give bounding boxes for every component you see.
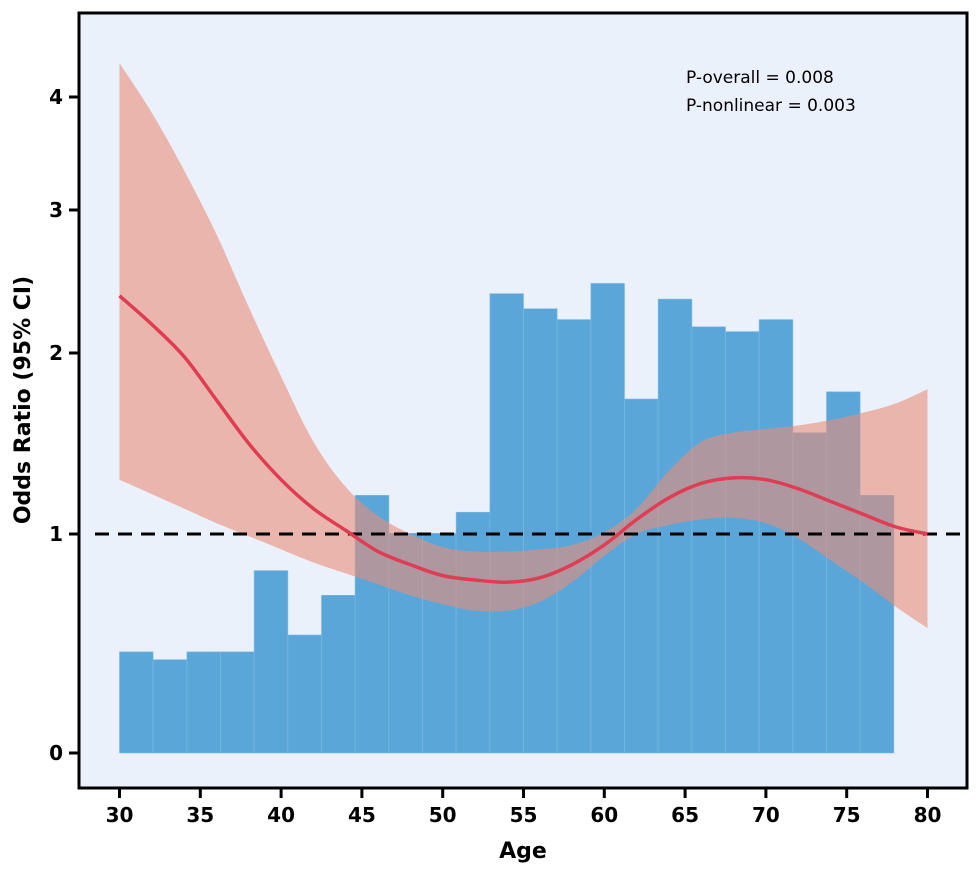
x-tick-label: 80 bbox=[914, 803, 942, 827]
x-tick-label: 70 bbox=[752, 803, 780, 827]
histogram-bar bbox=[152, 659, 188, 754]
x-tick-label: 30 bbox=[106, 803, 134, 827]
y-tick-label: 1 bbox=[49, 522, 63, 546]
x-tick-label: 35 bbox=[186, 803, 214, 827]
y-axis-ticks: 0 1 2 3 4 bbox=[49, 85, 79, 765]
y-tick-label: 4 bbox=[49, 85, 63, 109]
or-curve bbox=[118, 294, 928, 584]
histogram-bar bbox=[119, 651, 154, 754]
x-tick-label: 75 bbox=[833, 803, 861, 827]
histogram-bar bbox=[220, 651, 255, 754]
x-tick-label: 50 bbox=[429, 803, 457, 827]
x-axis-ticks: 30 35 40 45 50 55 60 65 70 75 80 bbox=[106, 788, 942, 827]
x-tick-label: 45 bbox=[348, 803, 376, 827]
y-tick-label: 3 bbox=[49, 198, 63, 222]
histogram-bar bbox=[287, 634, 322, 754]
x-tick-label: 40 bbox=[267, 803, 295, 827]
y-axis-label: Odds Ratio (95% CI) bbox=[11, 276, 36, 524]
histogram-bar bbox=[455, 511, 491, 754]
x-tick-label: 55 bbox=[510, 803, 538, 827]
histogram-bar bbox=[523, 308, 558, 754]
histogram-bar bbox=[691, 326, 726, 754]
y-tick-label: 2 bbox=[49, 341, 63, 365]
histogram-bar bbox=[253, 570, 289, 754]
confidence-band bbox=[119, 63, 928, 629]
x-tick-label: 65 bbox=[671, 803, 699, 827]
x-tick-label: 60 bbox=[590, 803, 618, 827]
histogram-bar bbox=[624, 398, 659, 754]
histogram-bar bbox=[725, 331, 760, 754]
histogram-bar bbox=[556, 319, 592, 754]
histogram-bar bbox=[590, 283, 625, 754]
histogram-bar bbox=[758, 319, 794, 754]
histogram-bar bbox=[186, 651, 221, 754]
x-axis-label: Age bbox=[499, 839, 547, 864]
p-nonlinear-annotation: P-nonlinear = 0.003 bbox=[686, 96, 856, 116]
histogram-bar bbox=[321, 594, 356, 754]
p-overall-annotation: P-overall = 0.008 bbox=[686, 68, 834, 88]
histogram-bar bbox=[489, 293, 524, 754]
y-tick-label: 0 bbox=[49, 741, 63, 765]
